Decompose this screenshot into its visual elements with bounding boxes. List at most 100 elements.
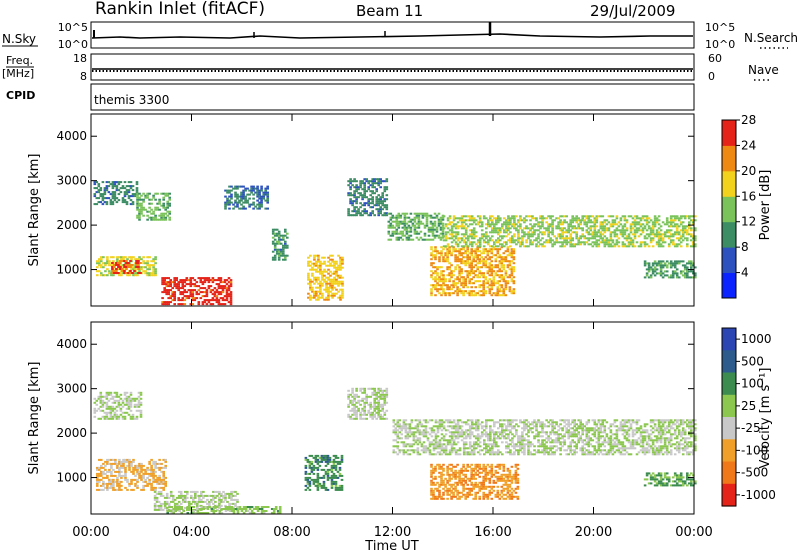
velocity-cell <box>164 483 167 485</box>
power-cell <box>475 219 478 221</box>
power-cell <box>119 266 122 268</box>
power-cell <box>485 217 488 219</box>
power-cell <box>513 262 516 264</box>
power-cell <box>430 248 433 250</box>
velocity-cell <box>427 439 430 441</box>
velocity-cell <box>214 497 217 499</box>
power-cell <box>658 223 661 225</box>
velocity-cell <box>369 396 372 398</box>
velocity-cell <box>239 506 242 508</box>
power-cell <box>426 225 429 227</box>
power-cell <box>449 217 452 219</box>
power-cell <box>373 192 376 194</box>
velocity-cell <box>209 506 212 508</box>
velocity-cell <box>359 416 362 418</box>
power-cell <box>323 257 326 259</box>
power-cell <box>434 225 437 227</box>
velocity-cell <box>305 489 308 491</box>
power-cell <box>482 258 485 260</box>
power-cell <box>454 248 457 250</box>
station-title: Rankin Inlet (fitACF) <box>95 0 265 19</box>
power-cell <box>497 292 500 294</box>
velocity-cell <box>140 414 143 416</box>
power-cell <box>329 275 332 277</box>
power-cell <box>321 277 324 279</box>
power-cell <box>456 256 459 258</box>
power-cell <box>451 229 454 231</box>
power-cell <box>210 291 213 293</box>
power-cell <box>473 217 476 219</box>
power-cell <box>452 286 455 288</box>
power-cell <box>232 208 235 210</box>
velocity-cell <box>386 390 389 392</box>
power-cell <box>479 219 482 221</box>
power-cell <box>309 299 312 301</box>
power-cell <box>173 281 176 283</box>
power-cell <box>485 264 488 266</box>
power-cell <box>339 269 342 271</box>
velocity-cell <box>445 449 448 451</box>
power-cell <box>501 243 504 245</box>
velocity-cell <box>419 429 422 431</box>
velocity-cell <box>180 506 183 508</box>
power-cell <box>438 225 441 227</box>
freq-tick-bottom: 8 <box>80 70 87 83</box>
power-cell <box>341 257 344 259</box>
power-cell <box>125 268 128 270</box>
velocity-cell <box>96 485 99 487</box>
velocity-cell <box>311 471 314 473</box>
power-cell <box>150 199 153 201</box>
power-cell <box>240 204 243 206</box>
power-cell <box>311 281 314 283</box>
power-cell <box>440 250 443 252</box>
velocity-cell <box>443 427 446 429</box>
velocity-cell <box>397 441 400 443</box>
velocity-cell <box>112 410 115 412</box>
power-cell <box>341 283 344 285</box>
power-cell <box>648 262 651 264</box>
power-cell <box>482 286 485 288</box>
power-cell <box>517 231 520 233</box>
velocity-cell <box>219 510 222 512</box>
power-cell <box>660 235 663 237</box>
power-cell <box>208 301 211 303</box>
velocity-cell <box>401 429 404 431</box>
power-cell <box>196 297 199 299</box>
power-cell <box>154 256 157 258</box>
power-cell <box>228 208 231 210</box>
power-cell <box>632 217 635 219</box>
power-cell <box>286 247 289 249</box>
power-cell <box>638 221 641 223</box>
velocity-cell <box>437 431 440 433</box>
power-cell <box>503 276 506 278</box>
power-cell <box>455 235 458 237</box>
velocity-cell <box>365 398 368 400</box>
velocity-cell <box>317 473 320 475</box>
power-cell <box>495 254 498 256</box>
velocity-cell <box>234 505 237 507</box>
power-cell <box>140 268 143 270</box>
power-cell <box>470 286 473 288</box>
power-cell <box>216 295 219 297</box>
power-cell <box>618 221 621 223</box>
power-cell <box>236 198 239 200</box>
velocity-cell <box>170 493 173 495</box>
power-cell <box>565 235 568 237</box>
power-cell <box>152 264 155 266</box>
power-cell <box>106 187 109 189</box>
nave-tick-bottom: 0 <box>708 70 715 83</box>
power-cell <box>465 241 468 243</box>
power-cell <box>640 245 643 247</box>
nave-tick-top: 60 <box>708 52 722 65</box>
power-cell <box>523 235 526 237</box>
power-cell <box>684 227 687 229</box>
velocity-cell <box>327 471 330 473</box>
velocity-cell <box>441 453 444 455</box>
velocity-cell <box>455 443 458 445</box>
power-ytick-label: 1000 <box>56 263 87 277</box>
velocity-cell <box>313 465 316 467</box>
power-cell <box>454 268 457 270</box>
power-cell <box>447 243 450 245</box>
power-cell <box>590 219 593 221</box>
